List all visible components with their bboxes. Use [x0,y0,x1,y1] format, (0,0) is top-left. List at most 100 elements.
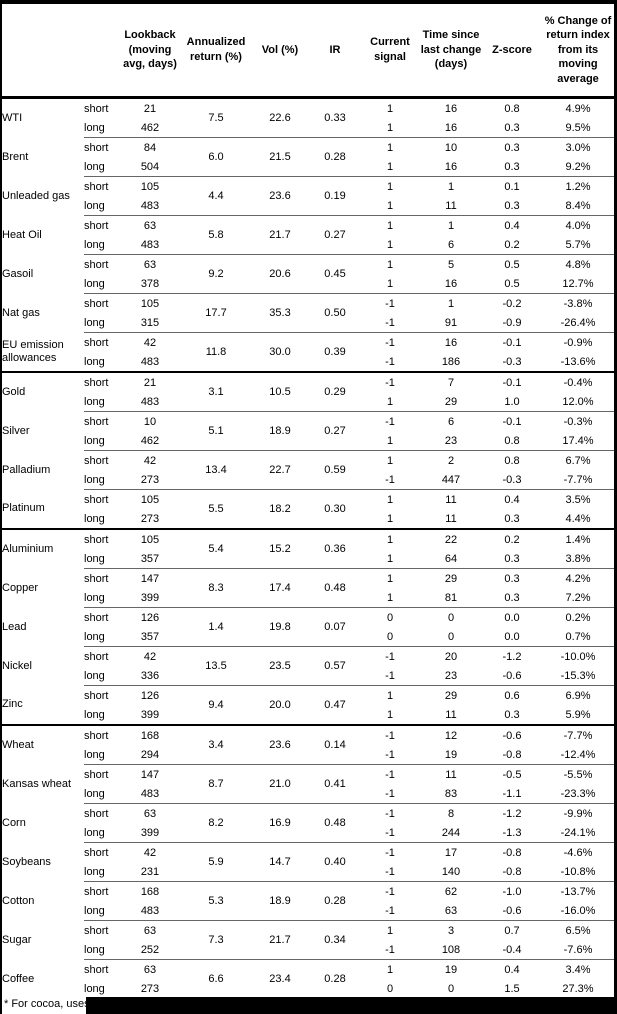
cell-leg: long [84,904,105,917]
table-row: Palladium short 42 13.4 22.7 0.59 1 2 0.8 6.7% [2,450,614,490]
cell-time: 447 [441,473,461,486]
cell-pct: 7.2% [565,591,591,604]
cell-signal: 1 [360,176,420,196]
cell-ir: 0.07 [310,607,360,647]
cell-name: Copper [2,581,39,594]
cell-time: 2 [420,450,482,470]
cell-ann: 13.4 [182,450,250,490]
cell-pct: -16.0% [560,904,596,917]
cell-z: -0.8 [502,865,522,878]
cell-z: 0.1 [482,176,542,196]
cell-name: Brent [2,150,29,163]
cell-name: Gold [2,371,84,412]
cell-vol: 21.7 [250,920,310,960]
cell-pct: 6.9% [542,685,614,705]
cell-signal: 1 [360,685,420,705]
cell-time: 0 [420,607,482,627]
cell-time: 3 [420,920,482,940]
header-row: Lookback (moving avg, days) Annualized re… [2,4,614,99]
cell-vol: 20.0 [250,685,310,725]
cell-signal: -1 [385,473,395,486]
cell-signal: -1 [385,826,395,839]
cell-time: 23 [444,434,458,447]
cell-signal: -1 [360,803,420,823]
cell-lookback: 399 [140,591,160,604]
cell-z: 0.4 [482,489,542,509]
cell-ann: 13.5 [182,646,250,686]
cell-leg: short [84,959,118,979]
table-header: Lookback (moving avg, days) Annualized re… [2,4,614,99]
cell-time: 16 [420,97,482,118]
cell-pct: -7.7% [563,473,593,486]
cell-signal: 1 [360,97,420,118]
cell-leg: short [84,411,118,431]
cell-signal: -1 [360,371,420,392]
cell-pct: 4.9% [542,97,614,118]
cell-lookback: 105 [118,176,182,196]
cell-z: -0.1 [482,371,542,392]
table-row: WTI short 21 7.5 22.6 0.33 1 16 0.8 4.9% [2,97,614,138]
table-row: long 294 -1 19 -0.8 -12.4% [2,745,614,765]
cell-ann: 5.4 [182,528,250,569]
table-row: Nickel short 42 13.5 23.5 0.57 -1 20 -1.2 -10.0% [2,646,614,686]
cell-z: 0.6 [482,685,542,705]
cell-lookback: 462 [140,434,160,447]
cell-z: 0.3 [504,160,520,173]
cell-ann: 6.6 [182,959,250,999]
cell-signal: -1 [360,332,420,352]
cell-time: 10 [420,137,482,157]
table-row: long 273 -1 447 -0.3 -7.7% [2,470,614,490]
cell-leg: short [84,215,118,235]
table-row: long 252 -1 108 -0.4 -7.6% [2,940,614,960]
cell-pct: -12.4% [560,748,596,761]
cell-vol: 18.2 [250,489,310,529]
cell-lookback: 483 [140,395,160,408]
table-row: long 483 -1 83 -1.1 -23.3% [2,784,614,804]
cell-z: -0.5 [482,764,542,784]
table-row: Soybeans short 42 5.9 14.7 0.40 -1 17 -0.8 -4.6% [2,842,614,882]
table-row: Lead short 126 1.4 19.8 0.07 0 0 0.0 0.2% [2,607,614,647]
cell-vol: 21.5 [250,137,310,177]
cell-lookback: 147 [118,764,182,784]
table-row: Heat Oil short 63 5.8 21.7 0.27 1 1 0.4 4.0% [2,215,614,255]
table-row: long 399 1 81 0.3 7.2% [2,588,614,608]
cell-z: 1.0 [504,395,520,408]
cell-lookback: 63 [118,803,182,823]
cell-z: -0.6 [502,904,522,917]
cell-lookback: 42 [118,646,182,666]
cell-lookback: 378 [140,277,160,290]
table-row: long 483 -1 63 -0.6 -16.0% [2,901,614,921]
cell-leg: short [84,254,118,274]
cell-lookback: 231 [140,865,160,878]
cell-name: Cotton [2,894,35,907]
cell-time: 11 [420,764,482,784]
cell-ir: 0.48 [310,568,360,608]
cell-pct: 8.4% [565,199,591,212]
cell-z: -0.3 [502,473,522,486]
cell-pct: -13.6% [560,355,596,368]
cell-leg: short [84,685,118,705]
cell-leg: short [84,176,118,196]
cell-pct: -5.5% [542,764,614,784]
cell-name: Soybeans [2,855,51,868]
cell-ann: 4.4 [182,176,250,216]
cell-ann: 5.9 [182,842,250,882]
cell-leg: long [84,630,105,643]
cell-z: -0.8 [482,842,542,862]
cell-time: 6 [420,411,482,431]
cell-pct: -24.1% [560,826,596,839]
cell-leg: long [84,199,105,212]
footnote: * For cocoa, uses o [2,997,614,1014]
cell-vol: 16.9 [250,803,310,843]
cell-lookback: 10 [118,411,182,431]
cell-time: 19 [420,959,482,979]
cell-pct: 4.2% [542,568,614,588]
cell-pct: -0.3% [542,411,614,431]
cell-z: 0.7 [482,920,542,940]
cell-name: Silver [2,424,30,437]
cell-z: 0.8 [504,434,520,447]
cell-pct: 3.8% [565,552,591,565]
cell-time: 8 [420,803,482,823]
cell-time: 63 [444,904,458,917]
cell-time: 11 [445,512,457,525]
